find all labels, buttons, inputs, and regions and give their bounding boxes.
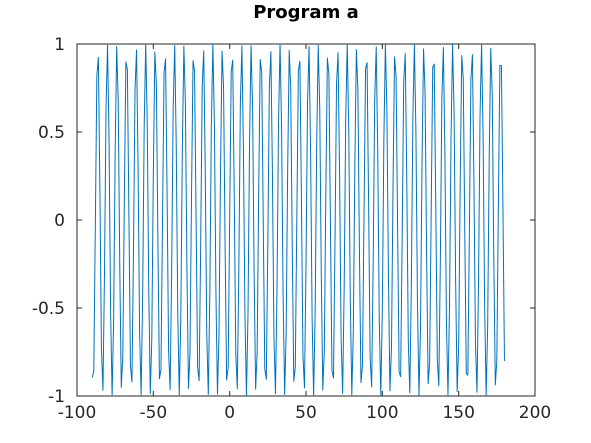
- y-tick-label: 0: [54, 211, 65, 231]
- x-tick-label: -50: [139, 403, 167, 423]
- x-tick-label: 200: [519, 403, 551, 423]
- x-tick-label: -100: [58, 403, 97, 423]
- x-tick-label: 0: [224, 403, 235, 423]
- x-tick-label: 50: [295, 403, 317, 423]
- y-axis: -1 -0.5 0 0.5 1: [32, 35, 535, 407]
- y-tick-label: -1: [48, 387, 65, 407]
- chart-title: Program a: [253, 2, 359, 23]
- x-tick-label: 150: [442, 403, 474, 423]
- x-tick-label: 100: [366, 403, 398, 423]
- y-tick-label: -0.5: [32, 299, 65, 319]
- series-layer: [91, 43, 505, 397]
- y-tick-label: 1: [54, 35, 65, 55]
- series-line-0: [91, 43, 505, 397]
- y-tick-label: 0.5: [38, 123, 65, 143]
- x-axis: -100 -50 0 50 100 150 200: [58, 44, 551, 423]
